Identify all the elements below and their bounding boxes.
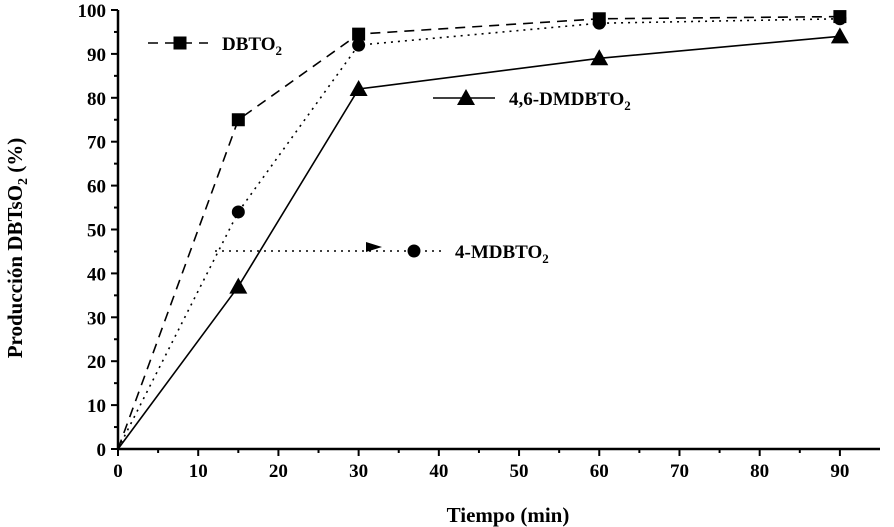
- x-tick-label-20: 20: [269, 461, 288, 482]
- legend-entry-circle: 4-MDBTO2: [215, 242, 549, 266]
- axes: [116, 10, 880, 451]
- series-circle: [117, 12, 847, 450]
- series-layer: [117, 10, 849, 450]
- legend-entry-square: DBTO2: [148, 34, 282, 58]
- data-point-circle: [592, 16, 606, 30]
- y-axis-title: Producción DBTsO2 (%): [3, 138, 31, 359]
- data-point-circle: [231, 205, 245, 219]
- data-point-triangle: [830, 27, 849, 44]
- legend-label-sub: 2: [542, 251, 549, 266]
- data-point-square: [231, 113, 245, 127]
- data-point-circle: [833, 12, 847, 26]
- x-tick-label-50: 50: [510, 461, 529, 482]
- legend-marker-square: [173, 36, 187, 50]
- y-tick-label-30: 30: [87, 308, 106, 329]
- y-tick-label-80: 80: [87, 89, 106, 110]
- series-line-circle: [117, 18, 840, 450]
- x-tick-label-90: 90: [830, 461, 849, 482]
- legend-label-triangle: 4,6-DMDBTO2: [509, 89, 631, 113]
- y-axis-title-main: Producción DBTsO: [3, 185, 27, 358]
- series-triangle: [117, 27, 849, 450]
- x-tick-label-70: 70: [670, 461, 689, 482]
- legend-marker-circle: [407, 244, 421, 258]
- y-tick-label-40: 40: [87, 264, 106, 285]
- legend-label-main: 4-MDBTO: [455, 242, 542, 263]
- legend-label-circle: 4-MDBTO2: [455, 242, 549, 266]
- x-tick-label-10: 10: [189, 461, 208, 482]
- data-point-square: [352, 27, 366, 41]
- legend-label-main: 4,6-DMDBTO: [509, 89, 624, 110]
- x-tick-label-30: 30: [349, 461, 368, 482]
- y-tick-label-100: 100: [78, 1, 107, 22]
- data-point-triangle: [590, 49, 609, 66]
- y-tick-label-0: 0: [97, 440, 107, 461]
- legend-marker-triangle: [457, 89, 475, 105]
- y-tick-label-20: 20: [87, 352, 106, 373]
- x-tick-label-0: 0: [113, 461, 123, 482]
- series-line-square: [117, 15, 840, 450]
- legend-label-main: DBTO: [222, 34, 276, 55]
- x-tick-label-40: 40: [429, 461, 448, 482]
- legend-label-sub: 2: [624, 98, 631, 113]
- y-tick-label-50: 50: [87, 221, 106, 242]
- data-point-circle: [352, 38, 366, 52]
- y-tick-label-10: 10: [87, 396, 106, 417]
- legend-arrow-icon: [366, 242, 382, 252]
- series-square: [117, 10, 847, 450]
- x-tick-label-60: 60: [590, 461, 609, 482]
- data-point-triangle: [229, 277, 248, 294]
- y-tick-label-60: 60: [87, 177, 106, 198]
- legend-entry-triangle: 4,6-DMDBTO2: [433, 89, 631, 113]
- y-axis-title-sub: 2: [16, 178, 31, 185]
- y-tick-label-70: 70: [87, 133, 106, 154]
- data-point-triangle: [349, 80, 368, 97]
- legend-label-square: DBTO2: [222, 34, 282, 58]
- y-axis-title-tail: (%): [3, 138, 27, 178]
- x-axis-title: Tiempo (min): [447, 503, 570, 527]
- ticks: 0 10 20 30 40 50 60 70 80 90 0 10 20 30 40 50 60 70 80 90 10…: [78, 1, 850, 482]
- legend-label-sub: 2: [276, 43, 283, 58]
- x-tick-label-80: 80: [750, 461, 769, 482]
- y-tick-label-90: 90: [87, 45, 106, 66]
